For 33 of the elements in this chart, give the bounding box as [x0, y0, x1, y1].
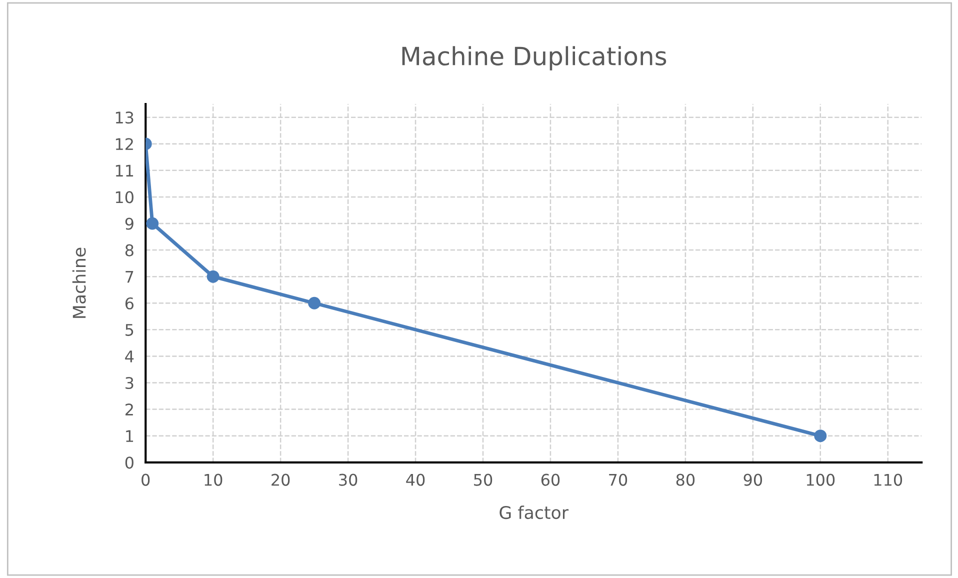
x-tick-label: 60 [541, 474, 560, 486]
point [146, 217, 159, 230]
x-tick-label: 50 [474, 474, 492, 486]
x-tick-label: 0 [142, 474, 150, 486]
point [308, 296, 321, 310]
y-tick-label: 10 [116, 191, 134, 204]
y-tick-label: 5 [126, 324, 134, 336]
y-tick-label: 8 [125, 244, 134, 256]
x-tick-label: 110 [874, 474, 902, 486]
x-tick-label: 100 [806, 474, 835, 486]
y-tick-label: 9 [125, 218, 134, 230]
y-axis-title: Machine [72, 248, 86, 318]
x-axis-title: G factor [500, 506, 569, 520]
y-tick-label: 13 [116, 112, 134, 124]
chart-title: Machine Duplications [402, 46, 666, 70]
x-tick-label: 30 [339, 474, 358, 486]
y-tick-label: 1 [126, 430, 134, 442]
x-tick-label: 70 [609, 474, 628, 486]
y-tick-label: 11 [116, 164, 134, 176]
y-tick-label: 4 [125, 350, 134, 362]
y-tick-label: 6 [125, 297, 134, 310]
point [814, 430, 827, 442]
x-tick-label: 90 [744, 474, 762, 486]
x-tick-label: 80 [676, 474, 695, 486]
y-tick-label: 12 [116, 138, 133, 150]
point [206, 270, 220, 283]
y-tick-label: 3 [126, 376, 134, 390]
x-tick-label: 10 [204, 474, 222, 486]
x-tick-label: 40 [406, 474, 425, 486]
y-tick-label: 0 [125, 456, 134, 469]
y-tick-label: 2 [126, 404, 133, 416]
x-tick-label: 20 [272, 474, 290, 486]
y-tick-label: 7 [126, 271, 134, 283]
